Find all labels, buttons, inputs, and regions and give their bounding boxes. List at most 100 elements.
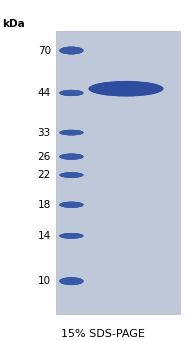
Ellipse shape [61, 91, 82, 95]
Ellipse shape [62, 234, 81, 238]
Ellipse shape [61, 203, 82, 207]
Ellipse shape [93, 83, 159, 95]
Ellipse shape [90, 81, 162, 96]
Ellipse shape [59, 90, 83, 96]
Ellipse shape [61, 131, 82, 135]
Ellipse shape [61, 130, 82, 135]
Ellipse shape [61, 91, 81, 95]
Ellipse shape [62, 203, 81, 207]
Ellipse shape [60, 130, 82, 135]
Ellipse shape [60, 90, 83, 96]
Ellipse shape [61, 47, 82, 54]
Text: 10: 10 [38, 276, 51, 286]
Ellipse shape [60, 233, 83, 239]
Text: 15% SDS-PAGE: 15% SDS-PAGE [61, 329, 144, 339]
Ellipse shape [59, 202, 83, 208]
Ellipse shape [60, 172, 83, 178]
Ellipse shape [59, 130, 83, 135]
Ellipse shape [61, 234, 82, 238]
Ellipse shape [62, 154, 81, 159]
Ellipse shape [59, 46, 84, 55]
Ellipse shape [61, 154, 82, 159]
Ellipse shape [60, 90, 83, 96]
Ellipse shape [61, 234, 81, 238]
Ellipse shape [61, 202, 82, 207]
Ellipse shape [61, 278, 82, 284]
Ellipse shape [62, 131, 81, 134]
Ellipse shape [61, 234, 82, 238]
Ellipse shape [60, 173, 83, 178]
Ellipse shape [59, 172, 84, 178]
Ellipse shape [62, 48, 81, 53]
Ellipse shape [61, 130, 82, 135]
Ellipse shape [59, 233, 83, 239]
Ellipse shape [59, 90, 84, 96]
Ellipse shape [61, 130, 82, 135]
Ellipse shape [62, 131, 81, 134]
Ellipse shape [61, 278, 82, 284]
Ellipse shape [60, 202, 83, 207]
Ellipse shape [61, 131, 81, 135]
Ellipse shape [61, 154, 82, 159]
Text: 18: 18 [38, 200, 51, 210]
Ellipse shape [60, 173, 83, 178]
Ellipse shape [62, 234, 81, 238]
Ellipse shape [60, 130, 83, 135]
Ellipse shape [92, 82, 160, 95]
Ellipse shape [59, 153, 83, 160]
Ellipse shape [61, 203, 82, 207]
Ellipse shape [59, 233, 84, 239]
Ellipse shape [95, 83, 157, 94]
Ellipse shape [62, 155, 81, 159]
Ellipse shape [61, 48, 82, 54]
Ellipse shape [62, 173, 81, 177]
Ellipse shape [59, 130, 84, 135]
Ellipse shape [60, 173, 83, 177]
Ellipse shape [62, 155, 81, 159]
Text: 26: 26 [38, 152, 51, 162]
Ellipse shape [62, 91, 81, 95]
Text: 44: 44 [38, 88, 51, 98]
Ellipse shape [62, 234, 81, 238]
Ellipse shape [62, 48, 81, 53]
Ellipse shape [61, 173, 82, 177]
Ellipse shape [61, 173, 81, 177]
Ellipse shape [62, 279, 81, 284]
Ellipse shape [60, 90, 83, 96]
Ellipse shape [95, 83, 157, 94]
Ellipse shape [62, 173, 81, 177]
Ellipse shape [61, 154, 81, 159]
Ellipse shape [60, 130, 83, 135]
Ellipse shape [59, 153, 84, 160]
Ellipse shape [62, 279, 81, 284]
Ellipse shape [96, 84, 155, 94]
Ellipse shape [60, 278, 83, 285]
Ellipse shape [59, 47, 83, 54]
Ellipse shape [94, 83, 158, 94]
Ellipse shape [60, 278, 82, 284]
Ellipse shape [62, 91, 81, 95]
Ellipse shape [61, 173, 82, 177]
Text: 22: 22 [38, 170, 51, 180]
Ellipse shape [61, 278, 82, 284]
Ellipse shape [61, 173, 82, 177]
Ellipse shape [61, 203, 81, 207]
Ellipse shape [59, 172, 83, 178]
Ellipse shape [61, 278, 82, 284]
Ellipse shape [60, 278, 83, 285]
Ellipse shape [60, 47, 83, 54]
Ellipse shape [62, 279, 81, 284]
Ellipse shape [60, 130, 83, 135]
Ellipse shape [88, 81, 164, 97]
Text: 70: 70 [38, 45, 51, 56]
Ellipse shape [61, 154, 82, 159]
Ellipse shape [59, 277, 83, 285]
Ellipse shape [60, 154, 83, 160]
Ellipse shape [60, 47, 83, 54]
Ellipse shape [60, 47, 83, 54]
Ellipse shape [60, 202, 82, 207]
Ellipse shape [62, 48, 81, 53]
Ellipse shape [60, 202, 83, 208]
Ellipse shape [62, 203, 81, 207]
Ellipse shape [60, 278, 83, 285]
